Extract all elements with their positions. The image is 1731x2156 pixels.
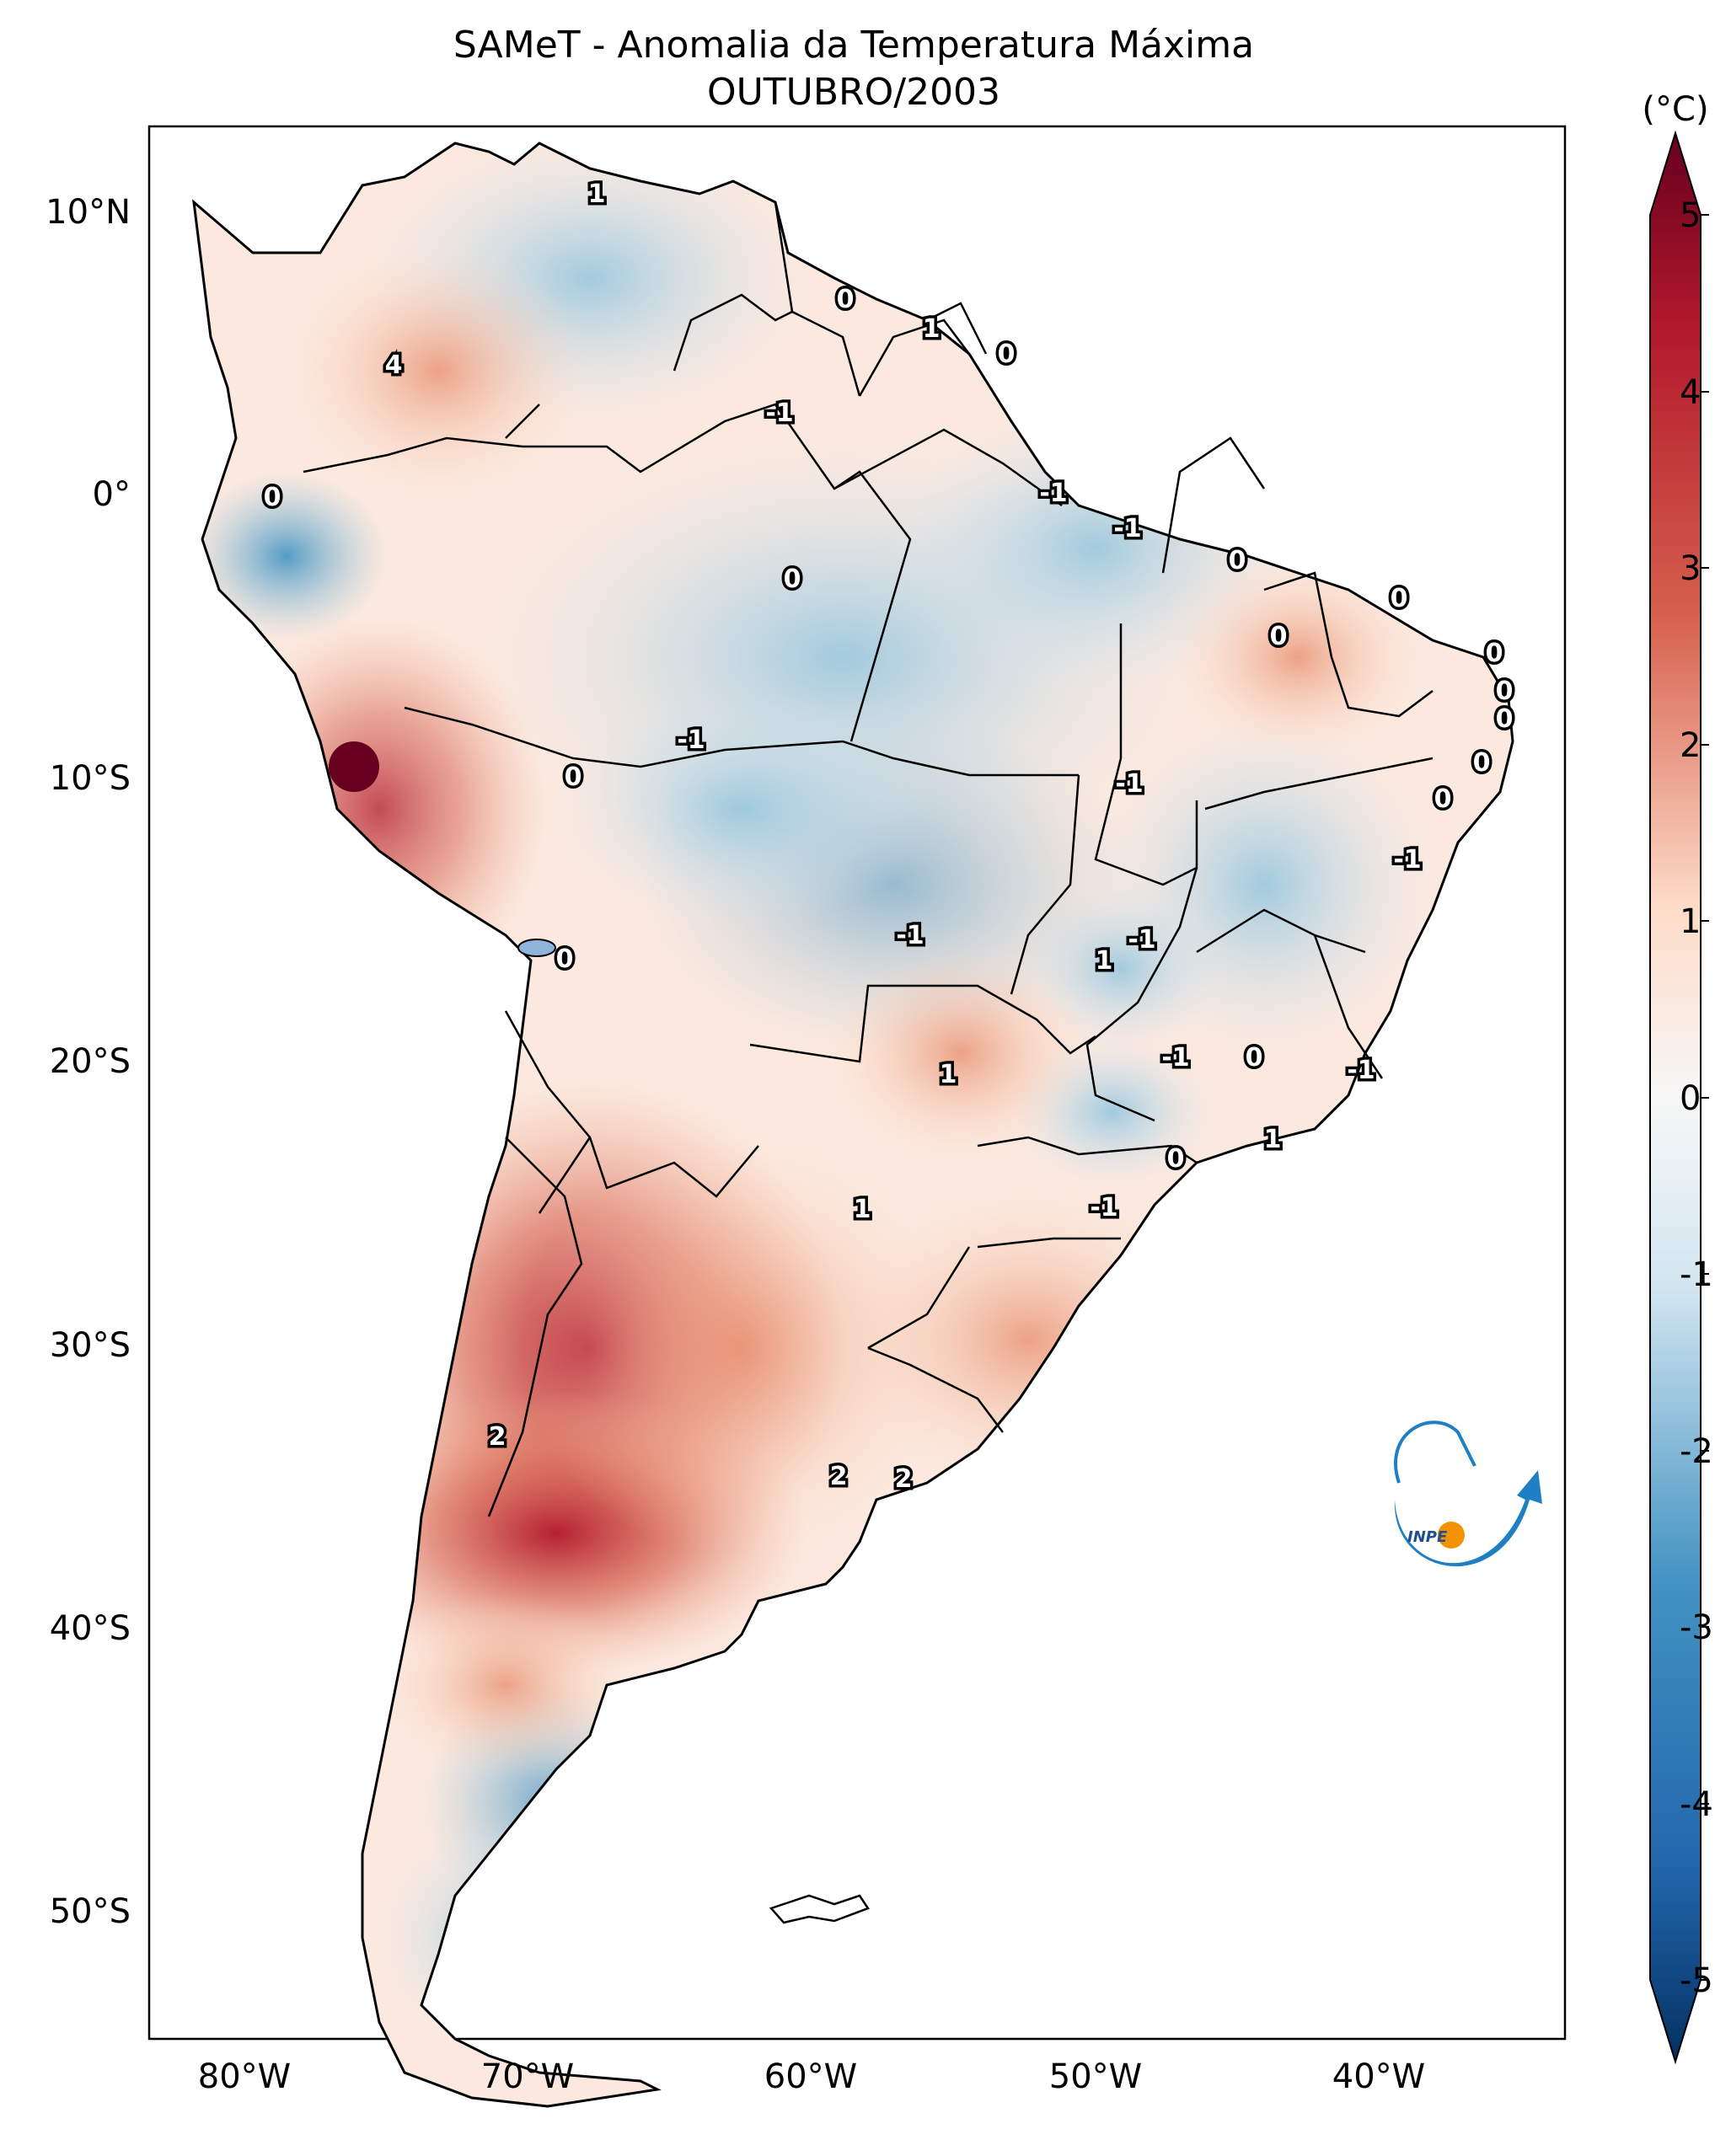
lat-label: 40°S [50,1609,131,1648]
contour-label: 0 [1270,622,1288,651]
lat-label: 30°S [50,1326,131,1365]
colorbar-label: -3 [1680,1608,1713,1647]
contour-label: -1 [1113,514,1141,543]
colorbar-labels: 5 4 3 2 1 0 -1 -2 -3 -4 -5 [1680,196,1713,2000]
inpe-logo: INPE [1394,1420,1542,1567]
contour-label: 0 [264,483,281,512]
contour-label: 0 [1391,584,1408,613]
contour-label: -1 [1090,1193,1117,1222]
latitude-labels: 10°N 0° 10°S 20°S 30°S 40°S 50°S [46,193,131,1931]
colorbar-label: -5 [1680,1961,1713,2000]
contour-label: 0 [1473,748,1491,778]
contour-label: 1 [854,1195,871,1224]
colorbar-label: 5 [1680,196,1701,235]
contour-label: 2 [489,1422,506,1452]
contour-label: 0 [1496,677,1514,706]
contour-label: 0 [837,285,855,314]
contour-label: 2 [895,1464,913,1494]
contour-label: 0 [784,564,801,594]
lon-label: 50°W [1049,2057,1142,2096]
lon-label: 80°W [198,2057,291,2096]
contour-label: 2 [830,1462,848,1491]
map-title: SAMeT - Anomalia da Temperatura Máxima [453,24,1254,67]
inpe-logo-text: INPE [1407,1528,1448,1546]
contour-label: -1 [1393,845,1421,875]
lat-label: 10°S [50,759,131,798]
contour-label: 0 [1434,784,1452,814]
lat-label: 50°S [50,1892,131,1931]
anomaly-field [194,143,1513,2106]
contour-label: -1 [1347,1056,1375,1085]
contour-label: -1 [1115,769,1143,799]
contour-label: 1 [923,314,941,344]
lat-label: 0° [93,475,131,514]
contour-label: 0 [1496,704,1514,734]
political-borders [303,201,1434,1517]
contour-label: -1 [1128,925,1155,955]
colorbar-label: -4 [1680,1785,1713,1824]
contour-label: 1 [1096,946,1113,976]
lon-label: 40°W [1332,2057,1425,2096]
contour-label: 1 [940,1060,957,1089]
colorbar-unit: (°C) [1642,90,1708,129]
colorbar: (°C) 5 4 3 2 1 0 -1 -2 -3 -4 -5 [1642,90,1713,2065]
contour-label: 0 [1246,1043,1263,1073]
contour-label: -1 [1161,1043,1189,1073]
colorbar-label: 2 [1680,726,1701,765]
contour-label: 0 [1229,546,1246,575]
contour-label: 0 [556,944,574,974]
longitude-labels: 80°W 70°W 60°W 50°W 40°W [198,2057,1425,2096]
colorbar-label: 0 [1680,1079,1701,1118]
contour-label: 4 [385,350,403,380]
contour-labels: 1 0 1 0 4 -1 0 -1 -1 0 0 0 0 0 0 0 0 -1 … [260,177,1516,1497]
colorbar-ticks [1701,214,1709,1981]
contour-label: 1 [588,179,606,209]
colorbar-label: 3 [1680,549,1701,588]
contour-label: -1 [896,921,924,950]
contour-label: 1 [1264,1125,1282,1154]
lat-label: 20°S [50,1042,131,1081]
contour-label: 0 [998,340,1016,369]
lon-label: 60°W [764,2057,857,2096]
lat-label: 10°N [46,193,131,232]
contour-label: 0 [565,762,582,792]
contour-label: -1 [677,725,705,755]
colorbar-label: 1 [1680,902,1701,941]
contour-label: 0 [1167,1144,1185,1174]
falkland-islands [769,1894,870,1924]
lake-titicaca [517,939,556,957]
colorbar-label: -2 [1680,1432,1713,1471]
contour-label: 0 [1486,639,1503,668]
colorbar-label: -1 [1680,1255,1713,1294]
colorbar-label: 4 [1680,373,1701,412]
map-subtitle: OUTUBRO/2003 [707,71,1000,114]
contour-label: -1 [1039,479,1067,508]
lon-label: 70°W [481,2057,574,2096]
contour-label: -1 [765,399,793,428]
